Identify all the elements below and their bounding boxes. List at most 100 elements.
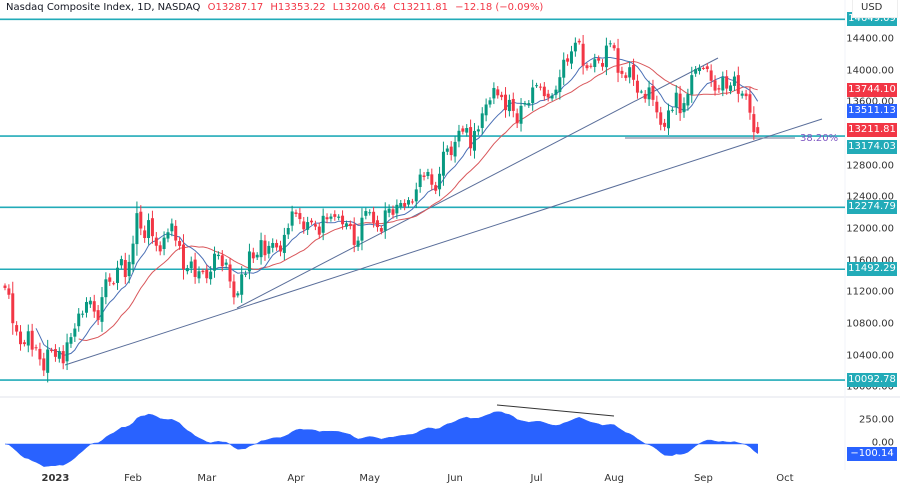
candle-body [480, 113, 484, 128]
candle-body [670, 109, 674, 111]
y-axis-tick: 12800.00 [846, 160, 894, 172]
candle-body [511, 98, 515, 111]
x-axis-tick: Jul [530, 473, 543, 484]
candle-body [461, 128, 465, 132]
candle-body [488, 100, 492, 105]
y-axis-tick: 10400.00 [846, 350, 894, 362]
candle-body [193, 259, 197, 277]
candle-body [414, 189, 418, 202]
candle-body [593, 59, 597, 67]
candle-body [131, 243, 135, 265]
candle-body [127, 261, 131, 277]
candle-body [418, 174, 422, 188]
candle-body [655, 101, 659, 113]
x-axis-tick: Feb [124, 473, 142, 484]
candle-body [61, 351, 65, 364]
candle-body [569, 51, 573, 64]
candle-body [403, 203, 407, 207]
candle-body [732, 76, 736, 86]
candle-body [666, 110, 670, 129]
candle-body [538, 86, 542, 88]
candle-body [585, 65, 589, 69]
candle-body [604, 45, 608, 68]
candle-body [329, 216, 333, 219]
trendline-short [236, 57, 719, 309]
candle-body [232, 281, 236, 298]
candle-body [368, 212, 372, 214]
candle-body [713, 80, 717, 91]
moving-average-slow [78, 60, 758, 342]
x-axis-tick: Mar [197, 473, 217, 484]
candle-body [77, 313, 81, 327]
candle-body [698, 67, 702, 72]
candle-body [387, 208, 391, 213]
candle-body [372, 211, 376, 223]
level-price-tag: 11492.29 [847, 262, 897, 277]
candle-body [344, 223, 348, 227]
candle-body [484, 104, 488, 116]
candle-body [472, 130, 476, 151]
candle-body [434, 185, 438, 191]
trendline-long [64, 118, 823, 366]
candle-body [558, 77, 562, 93]
candle-body [620, 70, 624, 74]
candle-body [112, 283, 116, 285]
candle-body [651, 85, 655, 100]
candle-body [170, 223, 174, 232]
oscillator-divergence-line [496, 404, 615, 417]
y-axis-tick: 12000.00 [846, 223, 894, 235]
candle-body [608, 43, 612, 45]
candle-body [597, 58, 601, 61]
candle-body [321, 215, 325, 233]
candle-body [383, 210, 387, 231]
candle-body [550, 95, 554, 99]
symbol-title: Nasdaq Composite Index, 1D, NASDAQ [6, 2, 201, 13]
candle-body [42, 358, 46, 371]
candle-body [678, 93, 682, 114]
currency-button[interactable]: USD [852, 0, 898, 18]
candle-body [748, 94, 752, 113]
candle-body [694, 69, 698, 74]
candle-body [756, 127, 760, 134]
candle-body [197, 271, 201, 279]
candle-body [143, 230, 147, 238]
x-axis-tick: May [359, 473, 381, 484]
candle-body [46, 349, 50, 373]
candle-body [721, 77, 725, 91]
candle-body [275, 242, 279, 248]
candle-body [492, 87, 496, 99]
candle-body [507, 99, 511, 112]
oscillator-value-tag: −100.14 [847, 447, 897, 461]
candle-body [240, 274, 244, 295]
candle-body [465, 128, 469, 133]
candle-body [449, 146, 453, 156]
candle-body [34, 347, 38, 349]
oscillator-tick: 0.00 [871, 437, 894, 449]
ohlc-high: H13353.22 [270, 2, 326, 13]
candle-body [255, 254, 259, 258]
candle-body [581, 43, 585, 66]
fib-level-label: 38.20% [800, 133, 839, 144]
candle-body [391, 209, 395, 215]
y-axis-tick: 12400.00 [846, 191, 894, 203]
candle-body [104, 279, 108, 298]
candle-body [628, 67, 632, 78]
y-axis-tick: 10000.00 [846, 381, 894, 393]
candle-body [643, 93, 647, 99]
candle-body [690, 75, 694, 95]
candle-body [445, 148, 449, 152]
candle-body [3, 285, 7, 288]
candle-body [174, 225, 178, 241]
candle-body [224, 262, 228, 265]
candle-body [515, 113, 519, 124]
candle-body [150, 218, 154, 237]
candle-body [674, 92, 678, 108]
candle-body [624, 75, 628, 78]
y-axis-tick: 13600.00 [846, 96, 894, 108]
ohlc-low: L13200.64 [332, 2, 387, 13]
candle-body [686, 94, 690, 106]
candle-body [736, 75, 740, 94]
candle-body [244, 273, 248, 275]
candle-body [84, 301, 88, 313]
